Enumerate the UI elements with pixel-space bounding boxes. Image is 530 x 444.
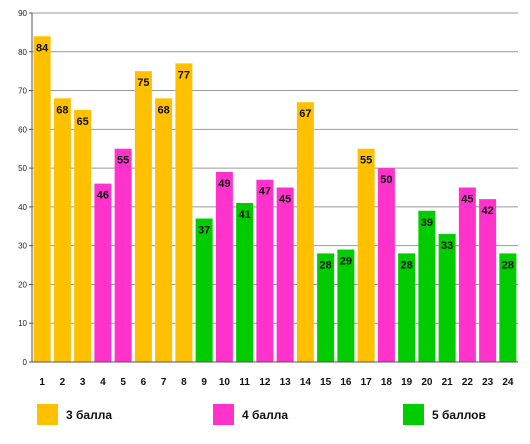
- data-label: 29: [340, 256, 352, 268]
- x-tick-label: 10: [219, 377, 231, 388]
- y-tick-label: 90: [18, 9, 27, 18]
- x-tick-label: 4: [100, 377, 106, 388]
- bar: [155, 98, 173, 363]
- x-tick-label: 24: [502, 377, 514, 388]
- bar: [134, 71, 152, 363]
- legend-item-3: 3 балла: [37, 404, 112, 425]
- bar: [256, 179, 274, 362]
- x-tick-label: 13: [280, 377, 292, 388]
- y-tick-label: 0: [23, 358, 28, 367]
- data-label: 75: [137, 77, 149, 89]
- x-tick-label: 20: [421, 377, 433, 388]
- bar: [114, 148, 132, 362]
- bar: [458, 187, 476, 362]
- bar: [175, 63, 193, 363]
- data-label: 55: [360, 155, 372, 167]
- x-tick-label: 8: [181, 377, 187, 388]
- data-label: 37: [198, 225, 210, 237]
- x-tick-label: 22: [462, 377, 474, 388]
- data-label: 84: [36, 42, 49, 54]
- x-tick-label: 21: [442, 377, 454, 388]
- data-label: 50: [380, 174, 392, 186]
- y-tick-label: 30: [18, 242, 27, 251]
- x-tick-label: 1: [39, 377, 45, 388]
- x-tick-label: 9: [201, 377, 207, 388]
- x-tick-label: 7: [161, 377, 167, 388]
- bar: [296, 102, 314, 362]
- bar: [337, 249, 355, 362]
- x-tick-label: 23: [482, 377, 494, 388]
- x-tick-label: 16: [340, 377, 352, 388]
- x-tick-label: 17: [361, 377, 373, 388]
- legend-label-5: 5 баллов: [432, 407, 486, 422]
- x-tick-label: 15: [320, 377, 332, 388]
- legend-item-5: 5 баллов: [403, 404, 486, 425]
- legend-swatch-5: [403, 404, 424, 425]
- legend-swatch-3: [37, 404, 58, 425]
- y-tick-label: 70: [18, 87, 27, 96]
- bar: [215, 171, 233, 362]
- data-label: 28: [502, 259, 514, 271]
- data-label: 28: [320, 259, 332, 271]
- y-tick-label: 10: [18, 319, 27, 328]
- bar: [33, 36, 51, 363]
- data-label: 46: [97, 190, 109, 202]
- legend-swatch-4: [213, 404, 234, 425]
- data-label: 41: [239, 209, 251, 221]
- bar: [357, 148, 375, 362]
- legend-item-4: 4 балла: [213, 404, 288, 425]
- data-label: 47: [259, 186, 271, 198]
- data-label: 67: [299, 108, 311, 120]
- bar: [195, 218, 213, 362]
- x-tick-label: 6: [141, 377, 147, 388]
- data-label: 42: [482, 205, 494, 217]
- x-tick-label: 11: [239, 377, 250, 388]
- data-label: 33: [441, 240, 453, 252]
- data-label: 68: [56, 104, 68, 116]
- bar: [398, 253, 416, 362]
- x-tick-label: 12: [259, 377, 271, 388]
- bar: [94, 183, 112, 362]
- bar: [317, 253, 335, 362]
- y-tick-label: 60: [18, 125, 27, 134]
- y-tick-label: 50: [18, 164, 27, 173]
- y-tick-label: 40: [18, 203, 27, 212]
- data-label: 77: [178, 69, 190, 81]
- y-tick-label: 20: [18, 280, 27, 289]
- bar: [276, 187, 294, 362]
- bar: [499, 253, 517, 362]
- data-label: 39: [421, 217, 433, 229]
- x-tick-label: 19: [401, 377, 413, 388]
- y-tick-label: 80: [18, 48, 27, 57]
- bar: [53, 98, 71, 363]
- data-labels: 84 68 65 46 55 75 68 77 37 49 41 47 45 67 28 29 55 50 28 39…: [36, 42, 514, 271]
- data-label: 68: [158, 104, 170, 116]
- x-tick-label: 18: [381, 377, 393, 388]
- x-tick-label: 3: [80, 377, 86, 388]
- x-tick-label: 14: [300, 377, 312, 388]
- data-label: 65: [77, 116, 89, 128]
- data-label: 45: [279, 194, 291, 206]
- legend-label-4: 4 балла: [242, 407, 289, 422]
- data-label: 28: [401, 259, 413, 271]
- bar: [418, 210, 436, 362]
- gridlines: [32, 12, 518, 324]
- data-label: 49: [218, 178, 230, 190]
- bar: [74, 109, 92, 362]
- legend-label-3: 3 балла: [66, 407, 113, 422]
- bar: [377, 168, 395, 362]
- data-label: 45: [461, 194, 473, 206]
- bar: [236, 203, 254, 362]
- bar: [438, 234, 456, 362]
- bars: [33, 36, 517, 363]
- data-label: 55: [117, 155, 129, 167]
- x-tick-label: 5: [120, 377, 126, 388]
- bar: [479, 199, 497, 362]
- x-tick-label: 2: [60, 377, 66, 388]
